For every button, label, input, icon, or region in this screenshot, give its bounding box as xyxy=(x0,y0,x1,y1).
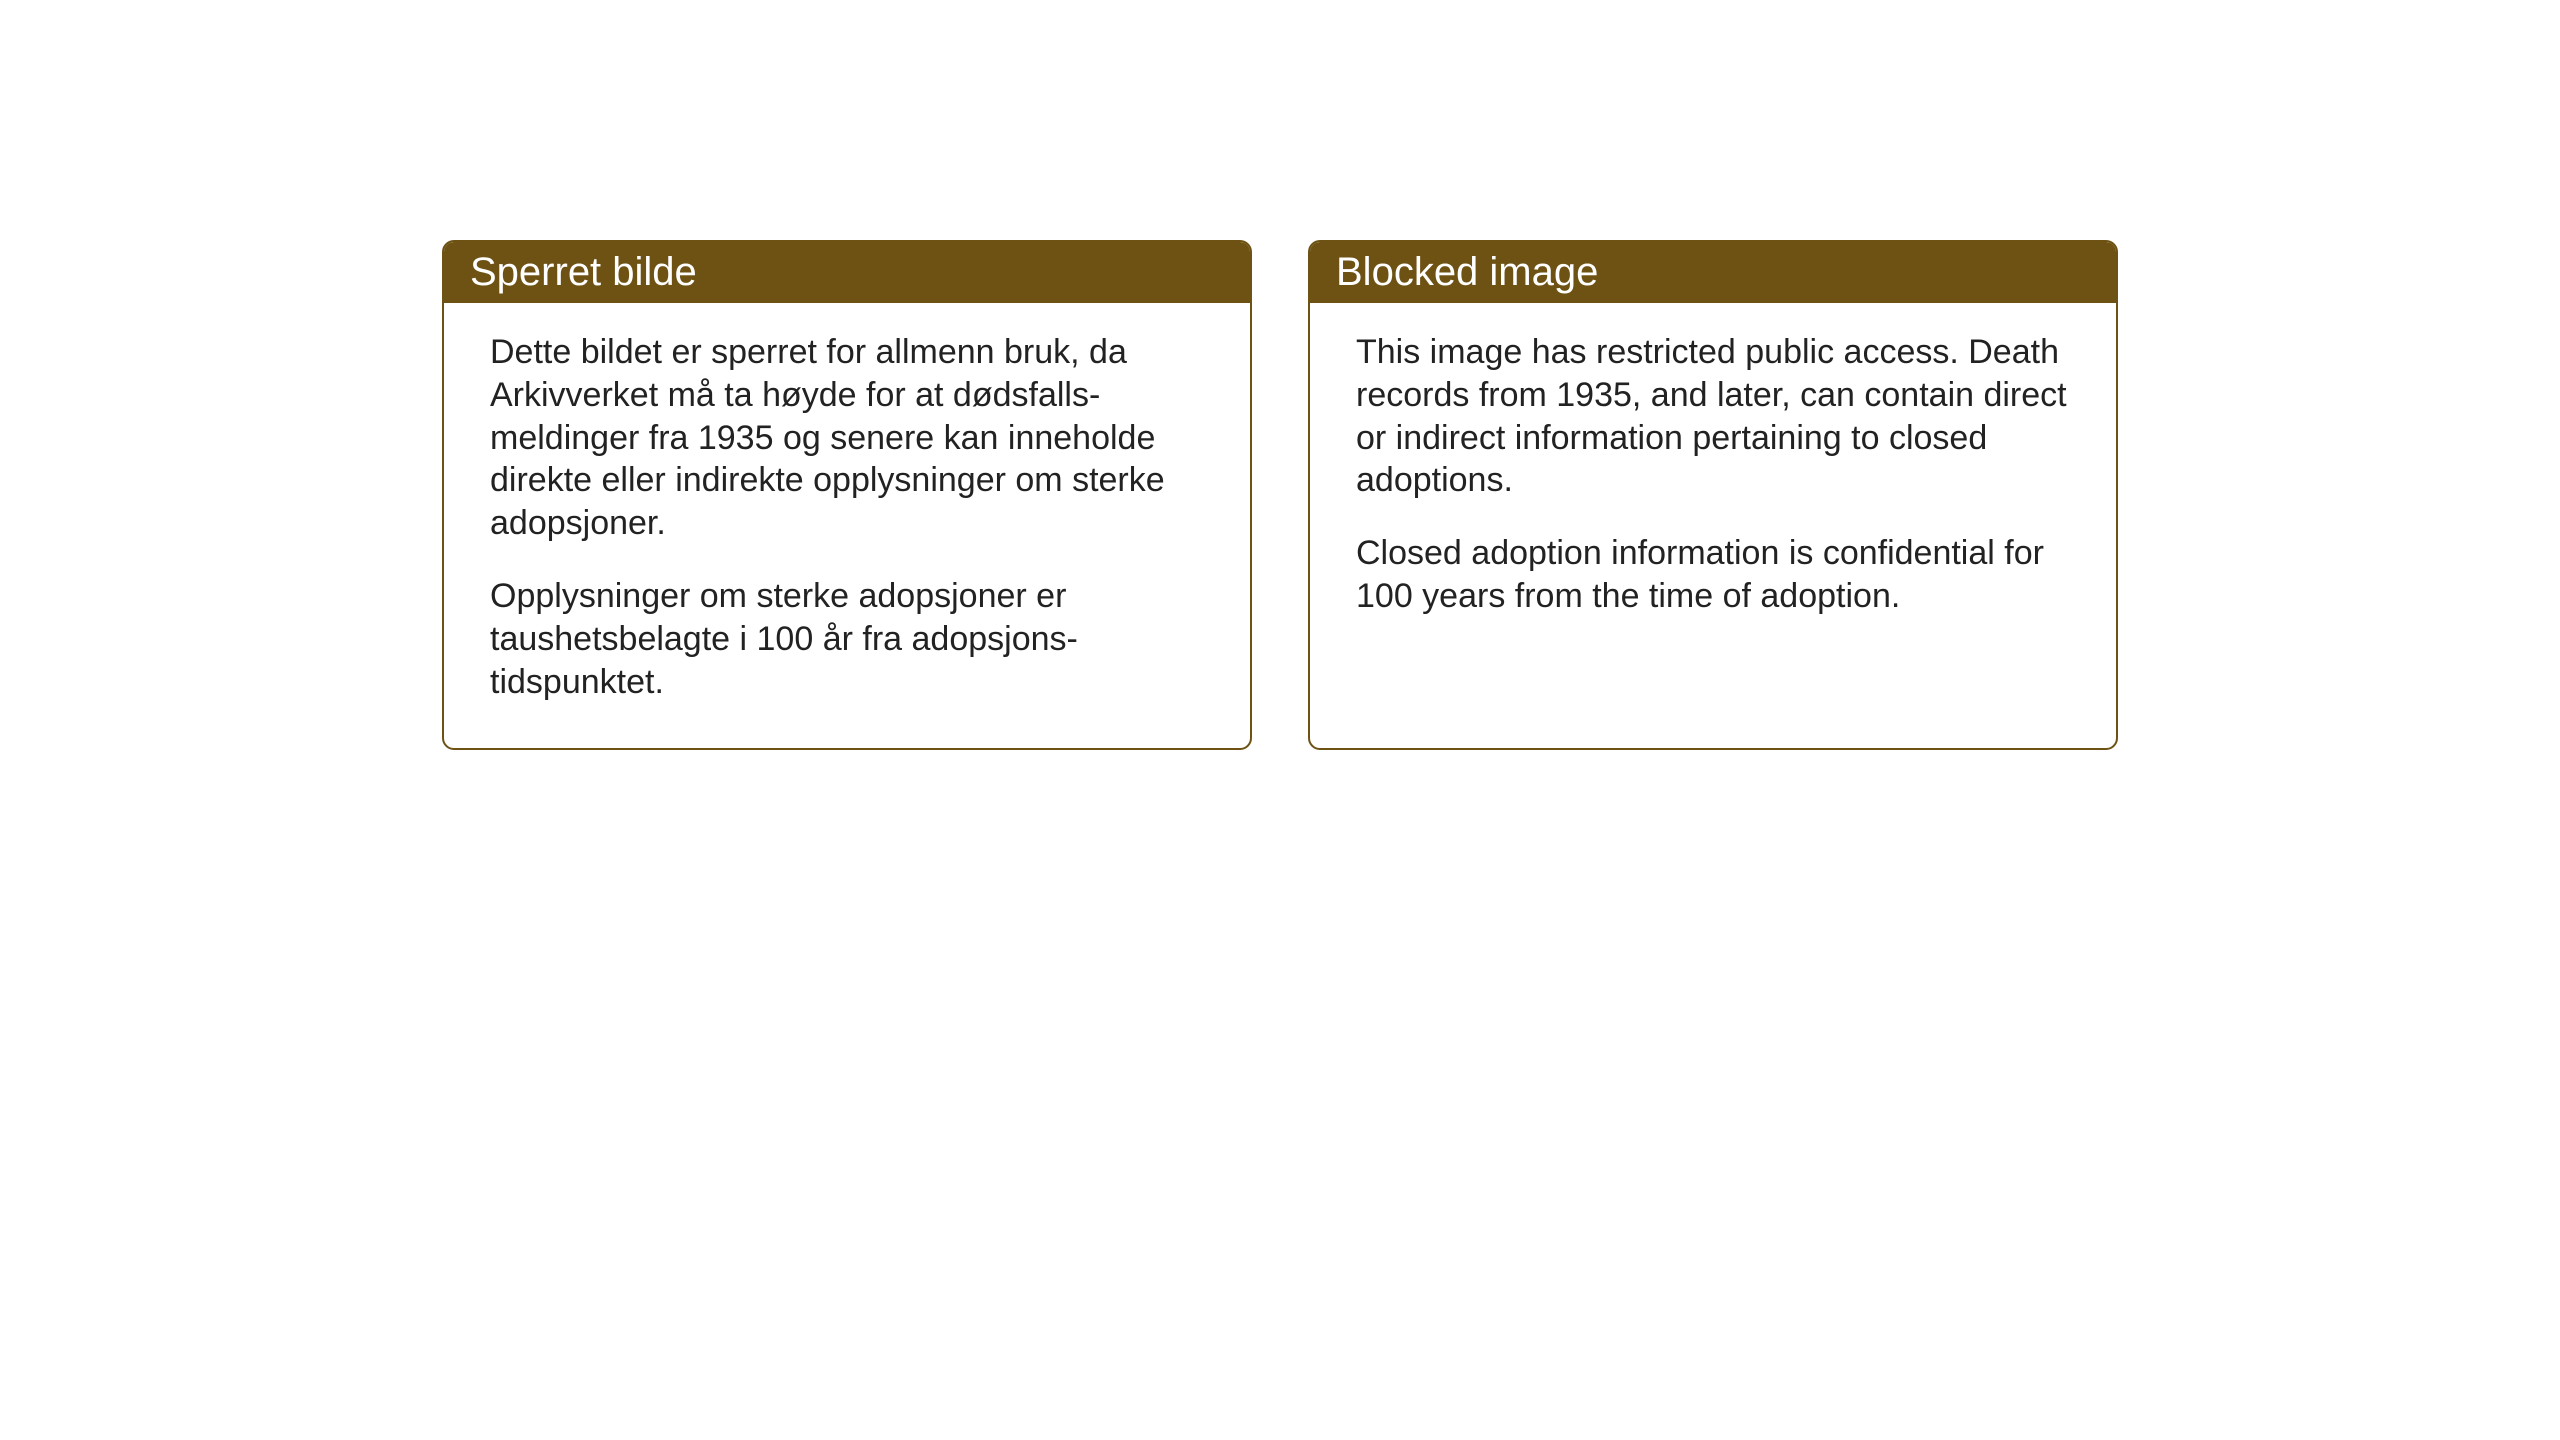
card-paragraph-english-1: This image has restricted public access.… xyxy=(1356,331,2070,502)
card-paragraph-norwegian-2: Opplysninger om sterke adopsjoner er tau… xyxy=(490,575,1204,703)
card-body-norwegian: Dette bildet er sperret for allmenn bruk… xyxy=(444,303,1250,748)
card-paragraph-english-2: Closed adoption information is confident… xyxy=(1356,532,2070,618)
card-title-english: Blocked image xyxy=(1336,250,1598,294)
notice-card-english: Blocked image This image has restricted … xyxy=(1308,240,2118,750)
card-title-norwegian: Sperret bilde xyxy=(470,250,697,294)
card-paragraph-norwegian-1: Dette bildet er sperret for allmenn bruk… xyxy=(490,331,1204,545)
card-body-english: This image has restricted public access.… xyxy=(1310,303,2116,662)
card-header-english: Blocked image xyxy=(1310,242,2116,303)
card-header-norwegian: Sperret bilde xyxy=(444,242,1250,303)
notice-card-norwegian: Sperret bilde Dette bildet er sperret fo… xyxy=(442,240,1252,750)
notice-container: Sperret bilde Dette bildet er sperret fo… xyxy=(442,240,2118,750)
